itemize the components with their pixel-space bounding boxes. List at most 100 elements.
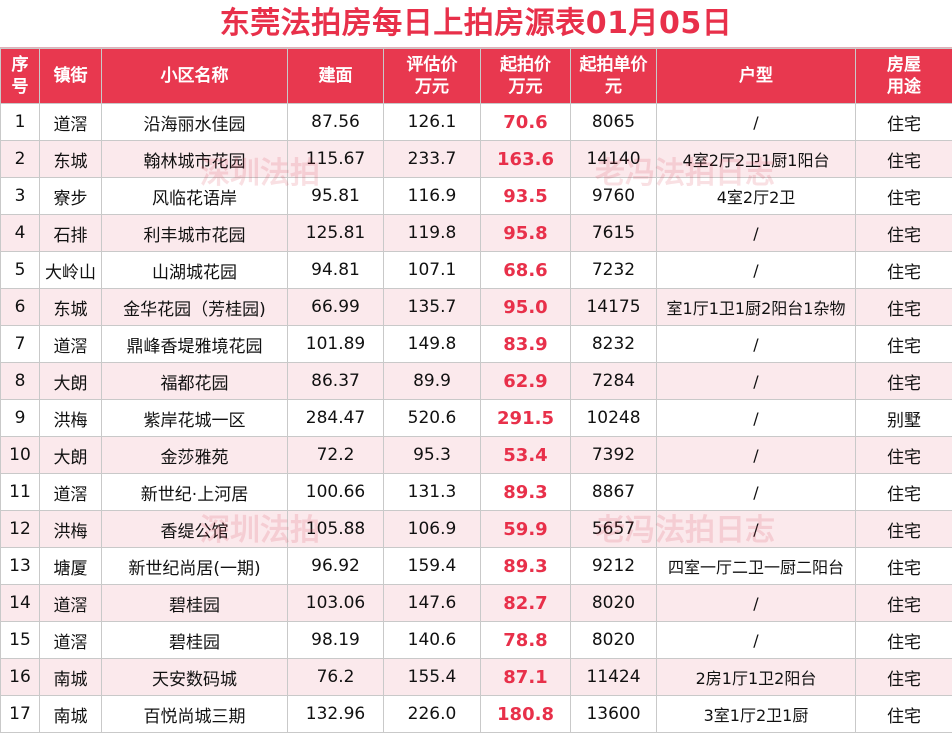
cell-unit-price: 14175	[570, 288, 657, 326]
header-no: 序号	[0, 48, 40, 104]
cell-start-price: 93.5	[480, 177, 571, 215]
cell-layout: 四室一厅二卫一厨二阳台	[656, 547, 856, 585]
cell-start-price: 95.0	[480, 288, 571, 326]
cell-town: 大朗	[39, 436, 102, 474]
cell-community: 沿海丽水佳园	[101, 103, 288, 141]
header-row: 序号 镇街 小区名称 建面 评估价 万元 起拍价 万元 起拍单价元 户型 房屋 用途	[0, 48, 952, 104]
table-row: 9 洪梅 紫岸花城一区 284.47 520.6 291.5 10248/别墅	[0, 399, 952, 437]
cell-area: 72.2	[287, 436, 384, 474]
cell-appraisal: 140.6	[383, 621, 481, 659]
cell-usage: 住宅	[855, 362, 952, 400]
header-layout: 户型	[656, 48, 856, 104]
cell-unit-price: 8867	[570, 473, 657, 511]
cell-no: 12	[0, 510, 40, 548]
cell-unit-price: 9212	[570, 547, 657, 585]
cell-no: 15	[0, 621, 40, 659]
table-row: 12 洪梅 香缇公馆 105.88 106.9 59.9 5657/住宅	[0, 510, 952, 548]
cell-area: 87.56	[287, 103, 384, 141]
header-usage: 房屋 用途	[855, 48, 952, 104]
header-appraisal: 评估价 万元	[383, 48, 481, 104]
cell-layout: 2房1厅1卫2阳台	[656, 658, 856, 696]
cell-layout: /	[656, 436, 856, 474]
cell-no: 4	[0, 214, 40, 252]
cell-town: 南城	[39, 695, 102, 733]
cell-start-price: 87.1	[480, 658, 571, 696]
cell-area: 101.89	[287, 325, 384, 363]
cell-area: 96.92	[287, 547, 384, 585]
cell-usage: 住宅	[855, 325, 952, 363]
cell-unit-price: 7284	[570, 362, 657, 400]
cell-layout: 4室2厅2卫	[656, 177, 856, 215]
cell-town: 道滘	[39, 473, 102, 511]
cell-area: 94.81	[287, 251, 384, 289]
cell-appraisal: 233.7	[383, 140, 481, 178]
cell-community: 风临花语岸	[101, 177, 288, 215]
table-row: 5 大岭山 山湖城花园 94.81 107.1 68.6 7232/住宅	[0, 251, 952, 289]
cell-usage: 住宅	[855, 177, 952, 215]
table-row: 14 道滘 碧桂园 103.06 147.6 82.7 8020/住宅	[0, 584, 952, 622]
cell-appraisal: 131.3	[383, 473, 481, 511]
cell-community: 香缇公馆	[101, 510, 288, 548]
cell-start-price: 70.6	[480, 103, 571, 141]
cell-community: 金华花园（芳桂园)	[101, 288, 288, 326]
cell-appraisal: 107.1	[383, 251, 481, 289]
cell-town: 东城	[39, 288, 102, 326]
cell-community: 金莎雅苑	[101, 436, 288, 474]
cell-layout: /	[656, 103, 856, 141]
cell-layout: /	[656, 214, 856, 252]
cell-town: 大朗	[39, 362, 102, 400]
cell-community: 利丰城市花园	[101, 214, 288, 252]
cell-no: 6	[0, 288, 40, 326]
table-row: 4 石排 利丰城市花园 125.81 119.8 95.8 7615/住宅	[0, 214, 952, 252]
table-row: 6 东城 金华花园（芳桂园) 66.99 135.7 95.0 14175 室1厅1卫1厨2阳…	[0, 288, 952, 326]
cell-area: 284.47	[287, 399, 384, 437]
cell-no: 5	[0, 251, 40, 289]
cell-no: 14	[0, 584, 40, 622]
cell-community: 山湖城花园	[101, 251, 288, 289]
cell-layout: /	[656, 325, 856, 363]
table-row: 3 寮步 风临花语岸 95.81 116.9 93.5 9760 4室2厅2卫 住宅	[0, 177, 952, 215]
cell-layout: /	[656, 251, 856, 289]
cell-usage: 住宅	[855, 251, 952, 289]
cell-layout: 室1厅1卫1厨2阳台1杂物	[656, 288, 856, 326]
cell-community: 翰林城市花园	[101, 140, 288, 178]
cell-town: 东城	[39, 140, 102, 178]
cell-start-price: 78.8	[480, 621, 571, 659]
cell-unit-price: 8020	[570, 584, 657, 622]
cell-appraisal: 520.6	[383, 399, 481, 437]
cell-community: 鼎峰香堤雅境花园	[101, 325, 288, 363]
table-row: 1 道滘 沿海丽水佳园 87.56 126.1 70.6 8065/住宅	[0, 103, 952, 141]
cell-start-price: 68.6	[480, 251, 571, 289]
cell-usage: 别墅	[855, 399, 952, 437]
cell-area: 115.67	[287, 140, 384, 178]
cell-appraisal: 147.6	[383, 584, 481, 622]
header-area: 建面	[287, 48, 384, 104]
header-start-price: 起拍价 万元	[480, 48, 571, 104]
cell-unit-price: 13600	[570, 695, 657, 733]
cell-start-price: 291.5	[480, 399, 571, 437]
cell-usage: 住宅	[855, 103, 952, 141]
cell-area: 98.19	[287, 621, 384, 659]
cell-no: 16	[0, 658, 40, 696]
cell-town: 寮步	[39, 177, 102, 215]
cell-layout: /	[656, 621, 856, 659]
cell-area: 66.99	[287, 288, 384, 326]
cell-appraisal: 226.0	[383, 695, 481, 733]
cell-community: 福都花园	[101, 362, 288, 400]
cell-usage: 住宅	[855, 584, 952, 622]
cell-community: 百悦尚城三期	[101, 695, 288, 733]
cell-appraisal: 149.8	[383, 325, 481, 363]
cell-area: 105.88	[287, 510, 384, 548]
cell-start-price: 62.9	[480, 362, 571, 400]
cell-town: 道滘	[39, 584, 102, 622]
cell-usage: 住宅	[855, 473, 952, 511]
cell-layout: /	[656, 362, 856, 400]
cell-usage: 住宅	[855, 658, 952, 696]
cell-no: 9	[0, 399, 40, 437]
cell-unit-price: 7232	[570, 251, 657, 289]
cell-no: 1	[0, 103, 40, 141]
cell-unit-price: 9760	[570, 177, 657, 215]
cell-no: 2	[0, 140, 40, 178]
cell-unit-price: 8020	[570, 621, 657, 659]
cell-no: 13	[0, 547, 40, 585]
